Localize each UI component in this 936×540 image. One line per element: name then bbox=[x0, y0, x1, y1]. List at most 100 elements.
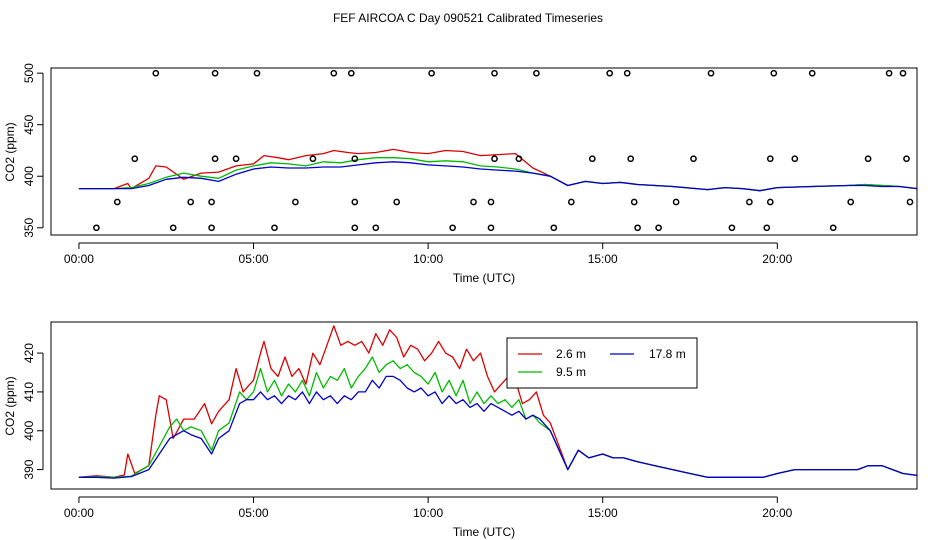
legend-box bbox=[506, 337, 698, 389]
top-data-point bbox=[906, 198, 914, 206]
top-data-point bbox=[899, 69, 907, 77]
top-data-point bbox=[93, 224, 100, 232]
top-data-point bbox=[550, 224, 558, 232]
top-data-point bbox=[208, 224, 215, 232]
top-data-point bbox=[766, 155, 774, 163]
top-data-point bbox=[766, 198, 774, 206]
bottom-series-layer bbox=[78, 325, 918, 479]
bottom-x-tick-label: 10:00 bbox=[413, 506, 443, 520]
top-y-tick-label: 500 bbox=[22, 63, 36, 83]
top-data-point bbox=[746, 198, 753, 206]
legend-label-2-6m: 2.6 m bbox=[556, 347, 586, 361]
top-y-tick-label: 450 bbox=[22, 114, 36, 134]
top-series-layer bbox=[78, 148, 918, 192]
top-data-point bbox=[152, 69, 160, 77]
bottom-y-tick-label: 410 bbox=[22, 382, 36, 402]
top-data-point bbox=[211, 69, 219, 77]
bottom-y-tick-label: 400 bbox=[22, 420, 36, 440]
top-series-line-9-5-m bbox=[78, 157, 918, 192]
bottom-x-tick-label: 20:00 bbox=[762, 506, 792, 520]
top-data-point bbox=[763, 224, 771, 232]
top-data-point bbox=[428, 69, 435, 77]
top-points-layer bbox=[93, 69, 914, 232]
top-data-point bbox=[567, 198, 575, 206]
top-data-point bbox=[588, 155, 596, 163]
bottom-plot-frame bbox=[50, 321, 918, 490]
bottom-series-line-9-5-m bbox=[78, 356, 918, 478]
bottom-y-tick-label: 420 bbox=[22, 343, 36, 363]
top-data-point bbox=[606, 69, 614, 77]
top-data-point bbox=[829, 224, 837, 232]
top-data-point bbox=[208, 198, 215, 206]
top-data-point bbox=[491, 155, 498, 163]
top-y-tick-label: 350 bbox=[22, 217, 36, 237]
panel-bottom: 00:00 05:00 10:00 15:00 20:00 390 400 410 420 Ti… bbox=[3, 321, 918, 539]
top-data-point bbox=[232, 155, 240, 163]
top-data-point bbox=[470, 198, 477, 206]
top-data-point bbox=[623, 69, 631, 77]
top-plot-frame bbox=[50, 67, 918, 236]
top-x-tick-label: 15:00 bbox=[588, 252, 618, 266]
top-data-point bbox=[372, 224, 380, 232]
top-data-point bbox=[271, 224, 278, 232]
top-x-axis-label: Time (UTC) bbox=[453, 271, 515, 285]
top-data-point bbox=[533, 69, 540, 77]
top-data-point bbox=[309, 155, 317, 163]
top-data-point bbox=[728, 224, 736, 232]
top-data-point bbox=[393, 198, 401, 206]
top-data-point bbox=[808, 69, 816, 77]
top-data-point bbox=[630, 198, 638, 206]
top-data-point bbox=[791, 155, 799, 163]
top-data-point bbox=[449, 224, 456, 232]
bottom-x-tick-label: 00:00 bbox=[64, 506, 94, 520]
top-data-point bbox=[847, 198, 855, 206]
bottom-y-tick-label: 390 bbox=[22, 459, 36, 479]
top-series-line-17-8-m bbox=[78, 161, 918, 192]
top-data-point bbox=[634, 224, 641, 232]
top-data-point bbox=[351, 155, 359, 163]
bottom-series-line-17-8-m bbox=[78, 375, 918, 479]
top-y-axis-label: CO2 (ppm) bbox=[3, 122, 17, 181]
top-data-point bbox=[515, 155, 523, 163]
top-data-point bbox=[211, 155, 219, 163]
top-axis-layer: 00:00 05:00 10:00 15:00 20:00 350 400 450 500 bbox=[22, 63, 793, 266]
bottom-y-axis-label: CO2 (ppm) bbox=[3, 376, 17, 435]
top-x-tick-label: 10:00 bbox=[413, 252, 443, 266]
bottom-x-axis-label: Time (UTC) bbox=[453, 525, 515, 539]
top-data-point bbox=[187, 198, 195, 206]
top-y-tick-label: 400 bbox=[22, 166, 36, 186]
bottom-x-tick-label: 05:00 bbox=[239, 506, 269, 520]
figure-title: FEF AIRCOA C Day 090521 Calibrated Times… bbox=[333, 11, 603, 25]
top-data-point bbox=[491, 69, 498, 77]
top-data-point bbox=[655, 224, 662, 232]
panel-top: 00:00 05:00 10:00 15:00 20:00 350 400 450 500 Ti… bbox=[3, 63, 918, 285]
top-data-point bbox=[707, 69, 715, 77]
legend-label-17-8m: 17.8 m bbox=[649, 347, 686, 361]
bottom-x-tick-label: 15:00 bbox=[588, 506, 618, 520]
top-data-point bbox=[292, 198, 299, 206]
top-data-point bbox=[627, 155, 635, 163]
top-data-point bbox=[330, 69, 338, 77]
top-data-point bbox=[885, 69, 893, 77]
legend-label-9-5m: 9.5 m bbox=[556, 365, 586, 379]
top-x-tick-label: 20:00 bbox=[762, 252, 792, 266]
top-data-point bbox=[351, 198, 359, 206]
bottom-axis-layer: 00:00 05:00 10:00 15:00 20:00 390 400 410 420 bbox=[22, 343, 793, 520]
top-data-point bbox=[169, 224, 177, 232]
top-x-tick-label: 00:00 bbox=[64, 252, 94, 266]
top-data-point bbox=[770, 69, 778, 77]
top-data-point bbox=[113, 198, 121, 206]
top-data-point bbox=[864, 155, 872, 163]
top-data-point bbox=[351, 224, 359, 232]
top-data-point bbox=[672, 198, 680, 206]
top-data-point bbox=[487, 224, 495, 232]
top-x-tick-label: 05:00 bbox=[239, 252, 269, 266]
legend: 2.6 m 9.5 m 17.8 m bbox=[506, 337, 698, 389]
top-data-point bbox=[903, 155, 910, 163]
top-data-point bbox=[131, 155, 139, 163]
bottom-series-line-2-6-m bbox=[78, 325, 918, 478]
top-data-point bbox=[347, 69, 355, 77]
top-data-point bbox=[487, 198, 495, 206]
top-data-point bbox=[253, 69, 261, 77]
